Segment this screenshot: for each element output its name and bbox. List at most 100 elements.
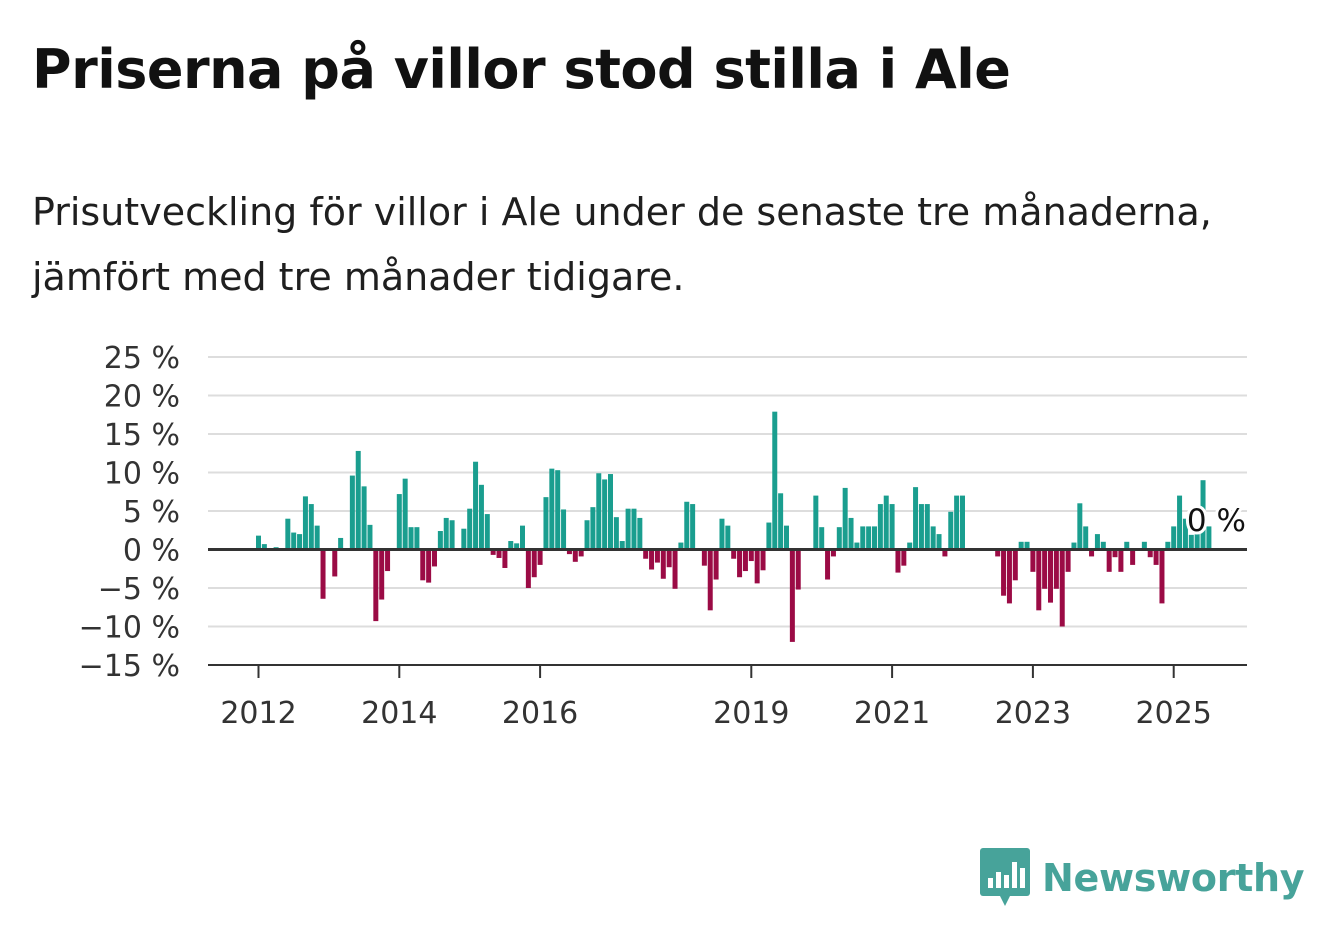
bar: [813, 495, 819, 550]
bar: [913, 487, 919, 550]
bar: [484, 514, 490, 550]
y-axis-tick-labels: −15 %−10 % −5 %0 % 5 %10 % 15 %20 % 25 %: [79, 341, 180, 684]
bar: [742, 549, 748, 572]
bar: [690, 504, 696, 550]
bar: [467, 508, 473, 550]
bar: [907, 542, 913, 550]
bar: [256, 535, 261, 550]
bar: [478, 484, 484, 550]
bar: [825, 549, 831, 580]
bar: [1048, 549, 1053, 603]
bar: [1182, 518, 1188, 550]
bar: [302, 496, 308, 550]
bar: [701, 549, 707, 566]
bar: [297, 534, 303, 550]
bar: [1059, 549, 1065, 627]
bar: [1194, 534, 1200, 550]
bar: [960, 495, 965, 550]
bar: [1083, 526, 1089, 550]
bar: [520, 525, 525, 550]
bar: [684, 501, 690, 550]
bar: [707, 549, 713, 611]
bar: [291, 532, 297, 550]
bar: [936, 534, 942, 550]
bar: [819, 527, 825, 550]
bar: [795, 549, 801, 590]
bar: [349, 475, 355, 550]
bar: [555, 470, 561, 550]
y-tick-label: −10 %: [79, 611, 180, 646]
bar: [572, 549, 578, 562]
y-tick-label: 15 %: [104, 418, 180, 453]
bar: [860, 526, 866, 550]
bar: [836, 527, 842, 550]
chart-subtitle: Prisutveckling för villor i Ale under de…: [32, 190, 1212, 299]
bar: [408, 527, 414, 550]
bar: [1071, 542, 1077, 550]
bar: [373, 549, 379, 622]
bar: [866, 526, 872, 550]
bar: [1001, 549, 1007, 596]
bar-chart: −15 %−10 %−5 %0 %5 %10 %15 %20 %25 % 201…: [79, 341, 1249, 731]
bar: [766, 522, 772, 550]
bar: [948, 511, 954, 550]
bar: [1141, 541, 1147, 550]
bar: [995, 549, 1001, 557]
x-tick-label: 2014: [361, 696, 437, 731]
bar: [543, 497, 549, 550]
bar: [385, 549, 391, 572]
bar: [737, 549, 743, 578]
bar: [1106, 549, 1112, 572]
bar: [619, 541, 625, 550]
bar: [396, 494, 402, 550]
bar: [930, 526, 936, 550]
bar: [1177, 495, 1183, 550]
bar: [613, 517, 619, 550]
newsworthy-logo: Newsworthy: [980, 848, 1305, 908]
bar: [1012, 549, 1018, 581]
bar: [367, 524, 373, 550]
bar: [954, 495, 960, 550]
bar: [355, 450, 361, 550]
bar: [719, 518, 725, 550]
bar: [784, 525, 789, 550]
bar: [942, 549, 948, 557]
bar: [678, 542, 684, 550]
x-tick-label: 2021: [854, 696, 930, 731]
bar: [261, 544, 267, 550]
bar: [1171, 526, 1177, 550]
bar: [602, 479, 608, 550]
bar: [877, 504, 883, 550]
x-tick-label: 2016: [502, 696, 578, 731]
y-tick-label: −15 %: [79, 649, 180, 684]
bar: [461, 528, 467, 550]
bar: [883, 495, 889, 550]
bar: [508, 541, 514, 550]
bar: [596, 473, 602, 550]
bar: [725, 525, 731, 550]
bar: [789, 549, 795, 642]
x-tick-label: 2019: [713, 696, 789, 731]
bar: [1188, 534, 1194, 550]
bar: [1200, 480, 1206, 550]
bar: [473, 461, 479, 550]
x-tick-label: 2023: [995, 696, 1071, 731]
bar: [778, 493, 784, 550]
bar: [561, 509, 567, 550]
bar: [285, 518, 291, 550]
bar: [361, 486, 367, 550]
bar: [1077, 503, 1083, 550]
bar: [1124, 541, 1130, 550]
bar: [437, 531, 443, 550]
bar: [320, 549, 326, 599]
bar: [338, 537, 344, 550]
bar: [848, 517, 854, 550]
y-tick-label: 5 %: [123, 495, 180, 530]
bar: [643, 549, 649, 559]
bar: [566, 549, 572, 555]
bar: [654, 549, 660, 563]
bar: [514, 543, 520, 550]
bar: [1053, 549, 1059, 589]
bar: [889, 504, 895, 550]
bar: [918, 504, 924, 550]
